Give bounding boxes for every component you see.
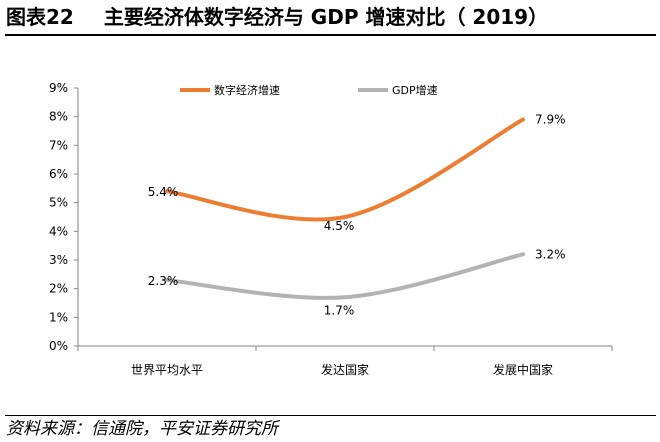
data-label: 2.3% (148, 274, 179, 288)
figure-number: 图表22 (6, 5, 74, 29)
y-tick-label: 6% (49, 167, 68, 181)
data-label: 4.5% (324, 219, 355, 233)
y-tick-label: 0% (49, 339, 68, 353)
y-tick-label: 1% (49, 310, 68, 324)
series-line (165, 117, 525, 222)
y-tick-label: 7% (49, 138, 68, 152)
legend-label: GDP增速 (392, 83, 438, 97)
source-rule (5, 415, 656, 416)
data-label: 7.9% (535, 113, 566, 127)
y-tick-label: 2% (49, 282, 68, 296)
title-rule (5, 34, 656, 36)
x-tick-label: 世界平均水平 (131, 363, 203, 377)
y-tick-label: 4% (49, 224, 68, 238)
data-label: 1.7% (324, 303, 355, 317)
source-note: 资料来源：信通院，平安证券研究所 (6, 419, 278, 439)
y-tick-label: 3% (49, 253, 68, 267)
y-tick-label: 8% (49, 110, 68, 124)
y-tick-label: 5% (49, 196, 68, 210)
figure-title-text: 主要经济体数字经济与 GDP 增速对比（ 2019） (103, 5, 549, 29)
data-label: 3.2% (535, 247, 566, 261)
x-tick-label: 发达国家 (321, 362, 369, 377)
figure-title: 图表22 主要经济体数字经济与 GDP 增速对比（ 2019） (6, 3, 656, 33)
legend-label: 数字经济增速 (214, 83, 280, 97)
data-label: 5.4% (148, 185, 179, 199)
y-tick-label: 9% (49, 81, 68, 95)
x-tick-label: 发展中国家 (493, 362, 553, 377)
series-line (165, 252, 525, 300)
